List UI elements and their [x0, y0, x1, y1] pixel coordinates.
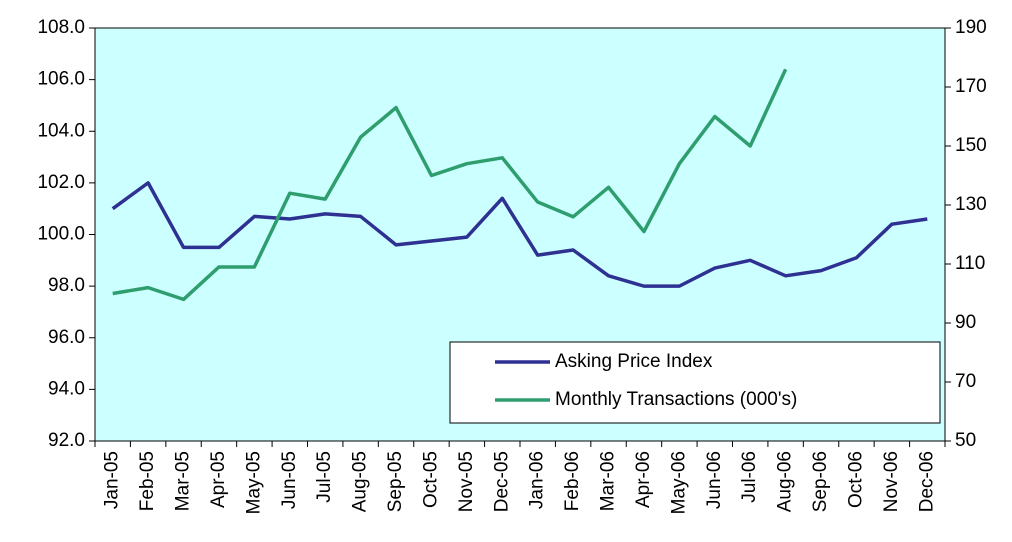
y2-tick-label: 50	[955, 430, 976, 451]
x-tick-label: Jul-06	[739, 451, 760, 503]
x-tick-label: Aug-06	[775, 451, 796, 512]
x-tick-label: Dec-06	[916, 451, 937, 512]
x-tick-label: Jan-05	[102, 451, 123, 509]
x-tick-label: Jun-06	[704, 451, 725, 509]
line-series	[112, 68, 788, 302]
x-tick-label: Dec-05	[491, 451, 512, 512]
x-tick-label: May-05	[243, 451, 264, 514]
x-tick-label: Feb-05	[137, 451, 158, 511]
legend-label: Asking Price Index	[555, 351, 713, 372]
y2-tick-label: 190	[955, 17, 987, 38]
y-tick-label: 106.0	[37, 69, 85, 90]
y-tick-label: 104.0	[37, 120, 85, 141]
x-tick-label: Jun-05	[279, 451, 300, 509]
x-tick-label: Sep-05	[385, 451, 406, 512]
legend-label: Monthly Transactions (000's)	[555, 389, 797, 410]
y2-tick-label: 110	[955, 253, 985, 274]
x-tick-label: Oct-06	[845, 451, 866, 508]
y-tick-label: 92.0	[48, 430, 85, 451]
x-tick-label: Aug-05	[350, 451, 371, 512]
x-tick-label: Apr-05	[208, 451, 229, 508]
x-tick-label: Mar-05	[173, 451, 194, 511]
y2-tick-label: 90	[955, 312, 976, 333]
y2-tick-label: 150	[955, 135, 987, 156]
x-tick-label: May-06	[668, 451, 689, 514]
y2-tick-label: 70	[955, 371, 976, 392]
y-tick-label: 102.0	[37, 172, 85, 193]
x-tick-label: Jul-05	[314, 451, 335, 503]
y2-tick-label: 130	[955, 194, 987, 215]
x-tick-label: Mar-06	[598, 451, 619, 511]
x-tick-label: Nov-06	[881, 451, 902, 512]
line-series	[111, 181, 928, 288]
legend-box	[449, 341, 941, 424]
y-tick-label: 96.0	[48, 327, 85, 348]
x-tick-label: Oct-05	[420, 451, 441, 508]
y-tick-label: 100.0	[37, 224, 85, 245]
y2-tick-label: 170	[955, 76, 987, 97]
x-tick-label: Sep-06	[810, 451, 831, 512]
y-tick-label: 108.0	[37, 17, 85, 38]
y-tick-label: 94.0	[48, 378, 85, 399]
y-tick-label: 98.0	[48, 275, 85, 296]
x-tick-label: Nov-05	[456, 451, 477, 512]
x-tick-label: Jan-06	[527, 451, 548, 509]
x-tick-label: Feb-06	[562, 451, 583, 511]
x-tick-label: Apr-06	[633, 451, 654, 508]
